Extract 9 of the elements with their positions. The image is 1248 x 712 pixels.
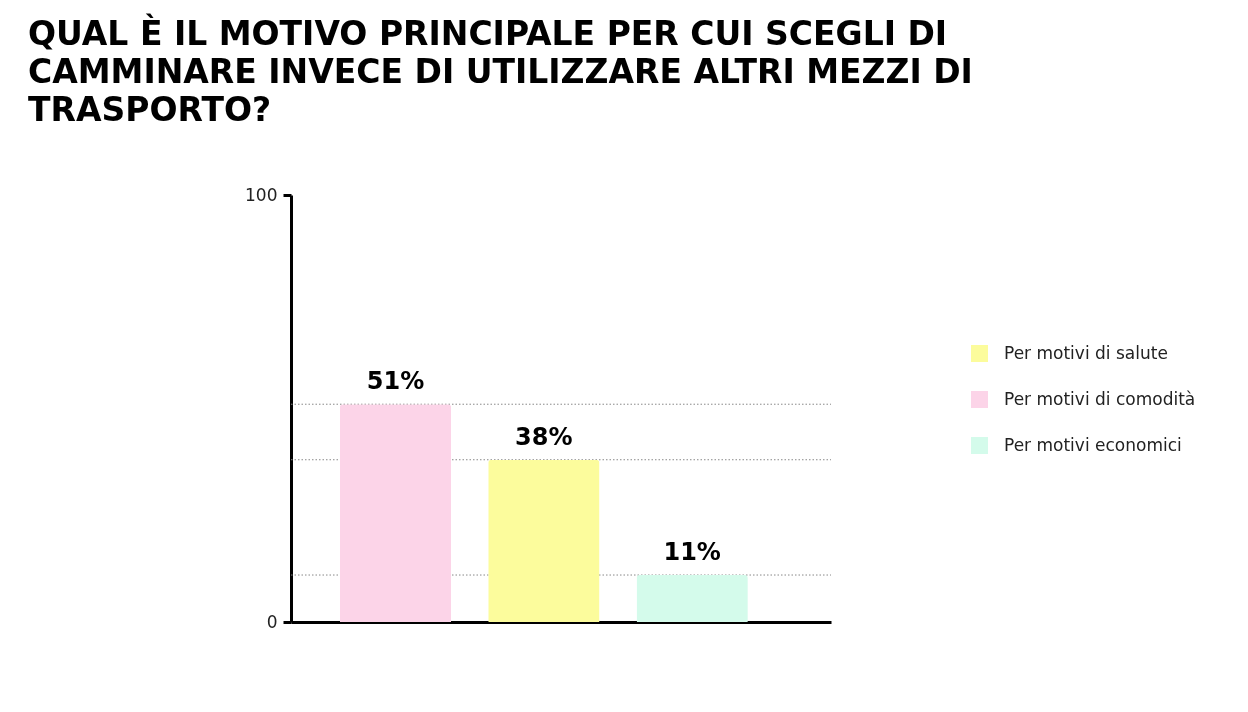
y-tick-label: 0 <box>266 611 278 632</box>
data-label: 51% <box>366 367 425 396</box>
legend-label: Per motivi di salute <box>1004 342 1168 363</box>
data-label: 11% <box>663 538 721 567</box>
data-label: 38% <box>515 422 573 451</box>
legend-label: Per motivi di comodità <box>1004 388 1196 409</box>
legend-label: Per motivi economici <box>1004 434 1182 455</box>
y-tick-label: 100 <box>245 184 278 205</box>
chart-title: QUAL È IL MOTIVO PRINCIPALE PER CUI SCEGLI DI CAMMINARE INVECE DI UTILIZZARE ALTRI MEZZI DI TRASPORTO? <box>28 13 973 129</box>
